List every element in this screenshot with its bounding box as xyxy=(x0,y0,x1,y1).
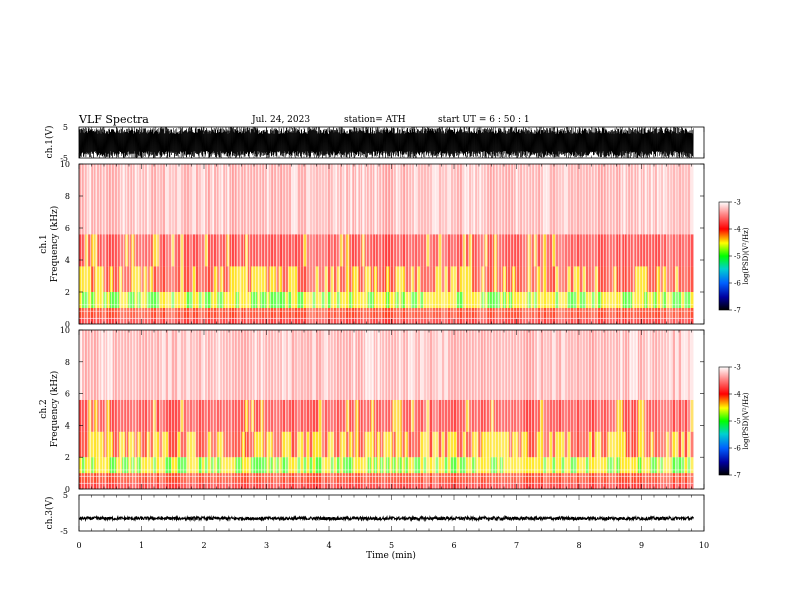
ch3-waveform-ytick-label: -5 xyxy=(60,527,68,536)
spectrogram-texture xyxy=(79,164,694,324)
x-tick-label: 7 xyxy=(514,541,519,550)
ch3-waveform-frame xyxy=(78,494,705,532)
ch1-waveform-ytick-label: -5 xyxy=(60,154,68,163)
colorbar-tick-label: -4 xyxy=(734,391,741,399)
x-tick-label: 5 xyxy=(389,541,394,550)
start-time-label: start UT = 6 : 50 : 1 xyxy=(438,115,530,125)
ch3-waveform-panel: 5 -5 xyxy=(60,491,705,536)
ch1-colorbar-label: log(PSD)(V²/Hz) xyxy=(742,227,750,284)
colorbar-tick-label: -5 xyxy=(734,253,741,261)
spectrogram-ytick-label: 10 xyxy=(60,160,70,169)
station-label: station= ATH xyxy=(344,115,406,125)
colorbar-tick-label: -3 xyxy=(734,199,741,207)
x-tick-labels: 0 1 2 3 4 5 6 7 8 9 10 xyxy=(76,127,709,550)
spectrogram-ytick-label: 4 xyxy=(65,256,70,265)
spectrogram-ytick-label: 0 xyxy=(65,320,70,329)
ch2-spectrogram-ticks: 0 2 4 6 8 10 xyxy=(60,326,704,494)
ch1-spectrogram-ylabel: Frequency (kHz) xyxy=(49,206,60,283)
spectrogram-ytick-label: 4 xyxy=(65,421,70,430)
date-label: Jul. 24, 2023 xyxy=(252,115,311,125)
ch1-colorbar-gradient xyxy=(718,201,730,311)
x-tick-label: 9 xyxy=(639,541,644,550)
ch2-colorbar: -3 -4 -5 -6 -7 xyxy=(718,364,741,480)
ch2-colorbar-ticks: -3 -4 -5 -6 -7 xyxy=(729,364,741,480)
ch1-colorbar-ticks: -3 -4 -5 -6 -7 xyxy=(729,199,741,315)
ch3-waveform-ticks: 5 -5 xyxy=(60,491,68,536)
ch1-waveform-line xyxy=(78,127,694,159)
spectrogram-texture xyxy=(79,330,694,489)
ch1-waveform-trace xyxy=(78,127,694,159)
spectrogram-ytick-label: 2 xyxy=(65,453,70,462)
ch1-spectrogram-panel: 0 2 4 6 8 10 xyxy=(60,160,705,329)
x-tick-label: 10 xyxy=(699,541,709,550)
colorbar-tick-label: -4 xyxy=(734,226,741,234)
ch1-waveform-ytick-label: 5 xyxy=(63,123,68,132)
ch2-colorbar-label: log(PSD)(V²/Hz) xyxy=(742,392,750,449)
x-tick-label: 8 xyxy=(576,541,581,550)
figure-title: VLF Spectra xyxy=(79,113,149,126)
ch1-spectrogram-image xyxy=(79,164,694,324)
x-axis-label: Time (min) xyxy=(366,550,416,561)
colorbar-tick-label: -5 xyxy=(734,418,741,426)
ch2-spectrogram-channel-label: ch.2 xyxy=(39,399,49,418)
spectrogram-ytick-label: 6 xyxy=(65,224,70,233)
colorbar-tick-label: -7 xyxy=(734,307,741,315)
ch3-waveform-trace xyxy=(78,514,694,523)
ch2-spectrogram-panel: 0 2 4 6 8 10 xyxy=(60,326,705,494)
spectrogram-ytick-label: 8 xyxy=(65,358,70,367)
ch1-colorbar: -3 -4 -5 -6 -7 xyxy=(718,199,741,315)
x-tick-label: 6 xyxy=(451,541,456,550)
x-tick-label: 2 xyxy=(201,541,206,550)
colorbar-tick-label: -6 xyxy=(734,280,741,288)
x-tick-label: 4 xyxy=(326,541,331,550)
spectrogram-ytick-label: 10 xyxy=(60,326,70,335)
colorbar-tick-label: -3 xyxy=(734,364,741,372)
x-tick-label: 0 xyxy=(76,541,81,550)
x-tick-label: 3 xyxy=(264,541,269,550)
spectrogram-ytick-label: 6 xyxy=(65,390,70,399)
ch1-spectrogram-channel-label: ch.1 xyxy=(39,234,49,253)
ch3-waveform-ylabel: ch.3(V) xyxy=(44,497,55,530)
ch3-waveform-ytick-label: 5 xyxy=(63,491,68,500)
ch1-waveform-panel: 5 -5 xyxy=(60,123,705,163)
ch1-waveform-ticks: 5 -5 xyxy=(60,123,68,163)
spectrogram-ytick-label: 2 xyxy=(65,288,70,297)
ch2-spectrogram-ylabel: Frequency (kHz) xyxy=(49,371,60,448)
ch2-spectrogram-image xyxy=(79,330,694,489)
x-tick-label: 1 xyxy=(139,541,144,550)
ch3-waveform-line xyxy=(78,514,694,523)
spectrogram-ytick-label: 8 xyxy=(65,192,70,201)
spectrogram-ytick-label: 0 xyxy=(65,485,70,494)
ch1-spectrogram-ticks: 0 2 4 6 8 10 xyxy=(60,160,704,329)
colorbar-tick-label: -7 xyxy=(734,472,741,480)
ch2-colorbar-gradient xyxy=(718,366,730,476)
colorbar-tick-label: -6 xyxy=(734,445,741,453)
ch1-waveform-ylabel: ch.1(V) xyxy=(44,126,55,159)
